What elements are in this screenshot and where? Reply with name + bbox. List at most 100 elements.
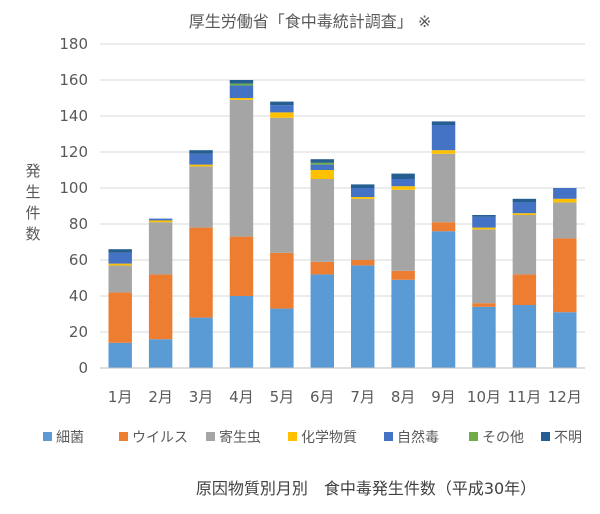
bar-0-4 bbox=[270, 308, 294, 368]
bar-2-5 bbox=[310, 179, 335, 262]
legend-label: 化学物質 bbox=[301, 430, 357, 446]
legend-swatch bbox=[384, 432, 393, 441]
bar-3-4 bbox=[270, 112, 294, 118]
legend-swatch bbox=[206, 432, 215, 441]
bar-3-5 bbox=[310, 170, 335, 179]
x-tick-label: 9月 bbox=[431, 388, 456, 406]
y-axis-label: 発生件数 bbox=[25, 162, 40, 243]
bar-6-4 bbox=[270, 101, 294, 106]
bar-1-11 bbox=[553, 238, 577, 313]
bar-1-4 bbox=[270, 252, 294, 309]
bar-6-7 bbox=[391, 173, 415, 179]
x-axis-ticks: 1月 2月 3月 4月 5月 6月 7月 8月 9月 10月 11月 12月 bbox=[108, 388, 582, 406]
y-tick-label: 180 bbox=[59, 35, 88, 53]
legend: 細菌 ウイルス 寄生虫 化学物質 自然毒 その他 不明 bbox=[43, 429, 582, 446]
bar-2-9 bbox=[472, 229, 496, 304]
bar-2-8 bbox=[431, 153, 456, 223]
y-tick-label: 80 bbox=[69, 215, 88, 233]
bar-1-10 bbox=[512, 274, 537, 305]
bar-1-1 bbox=[148, 274, 173, 340]
y-tick-label: 40 bbox=[69, 287, 88, 305]
bar-0-9 bbox=[472, 306, 496, 368]
bar-2-2 bbox=[189, 166, 213, 228]
legend-swatch bbox=[288, 432, 297, 441]
x-tick-label: 7月 bbox=[350, 388, 375, 406]
bar-0-10 bbox=[512, 305, 537, 368]
chart-caption: 原因物質別月別 食中毒発生件数（平成30年） bbox=[196, 479, 536, 498]
bar-1-9 bbox=[472, 303, 496, 307]
bar-3-8 bbox=[431, 150, 456, 154]
bar-5-3 bbox=[229, 83, 254, 86]
bar-2-0 bbox=[108, 265, 132, 293]
bar-0-2 bbox=[189, 317, 213, 368]
bar-3-11 bbox=[553, 198, 577, 203]
bars bbox=[108, 80, 577, 368]
x-tick-label: 11月 bbox=[507, 388, 541, 406]
y-axis-ticks: 0 20 40 60 80 100 120 140 160 180 bbox=[59, 35, 88, 377]
bar-4-6 bbox=[350, 188, 375, 197]
bar-4-0 bbox=[108, 252, 132, 264]
bar-0-11 bbox=[553, 312, 577, 368]
y-tick-label: 0 bbox=[78, 359, 88, 377]
bar-4-10 bbox=[512, 202, 537, 214]
x-tick-label: 1月 bbox=[108, 388, 133, 406]
bar-6-8 bbox=[431, 121, 456, 125]
bar-0-8 bbox=[431, 231, 456, 368]
bar-3-0 bbox=[108, 263, 132, 266]
x-tick-label: 6月 bbox=[310, 388, 335, 406]
legend-swatch bbox=[541, 432, 550, 441]
bar-1-8 bbox=[431, 222, 456, 232]
bar-4-3 bbox=[229, 85, 254, 98]
bar-6-6 bbox=[350, 184, 375, 188]
bar-2-10 bbox=[512, 215, 537, 275]
legend-label: 自然毒 bbox=[397, 429, 439, 446]
bar-3-7 bbox=[391, 186, 415, 190]
bar-4-5 bbox=[310, 164, 335, 170]
y-tick-label: 60 bbox=[69, 251, 88, 269]
y-tick-label: 20 bbox=[69, 323, 88, 341]
legend-label: ウイルス bbox=[132, 430, 188, 446]
bar-3-6 bbox=[350, 197, 375, 199]
bar-6-5 bbox=[310, 159, 335, 163]
bar-0-0 bbox=[108, 342, 132, 368]
bar-4-11 bbox=[553, 188, 577, 199]
bar-4-1 bbox=[148, 218, 173, 221]
y-axis-label-char: 発 bbox=[25, 162, 40, 180]
bar-2-1 bbox=[148, 222, 173, 275]
bar-3-1 bbox=[148, 220, 173, 223]
bar-1-0 bbox=[108, 292, 132, 343]
x-tick-label: 8月 bbox=[391, 388, 416, 406]
x-tick-label: 12月 bbox=[548, 388, 582, 406]
bar-3-9 bbox=[472, 227, 496, 230]
bar-0-5 bbox=[310, 274, 335, 368]
bar-0-3 bbox=[229, 296, 254, 368]
x-tick-label: 3月 bbox=[189, 388, 214, 406]
bar-3-2 bbox=[189, 164, 213, 167]
bar-6-0 bbox=[108, 249, 132, 253]
bar-4-9 bbox=[472, 216, 496, 228]
y-axis-label-char: 生 bbox=[25, 183, 40, 201]
x-tick-label: 4月 bbox=[229, 388, 254, 406]
legend-label: その他 bbox=[482, 430, 524, 446]
legend-swatch bbox=[469, 432, 478, 441]
bar-4-4 bbox=[270, 105, 294, 113]
bar-3-10 bbox=[512, 213, 537, 215]
bar-2-6 bbox=[350, 198, 375, 260]
bar-6-9 bbox=[472, 215, 496, 217]
x-tick-label: 2月 bbox=[148, 388, 173, 406]
bar-1-3 bbox=[229, 236, 254, 296]
bar-1-2 bbox=[189, 227, 213, 318]
bar-4-8 bbox=[431, 125, 456, 151]
bar-1-5 bbox=[310, 261, 335, 275]
bar-4-7 bbox=[391, 179, 415, 187]
bar-1-6 bbox=[350, 260, 375, 266]
bar-6-3 bbox=[229, 80, 254, 84]
y-tick-label: 140 bbox=[59, 107, 88, 125]
y-tick-label: 100 bbox=[59, 179, 88, 197]
bar-6-2 bbox=[189, 150, 213, 154]
bar-4-2 bbox=[189, 153, 213, 165]
bar-2-3 bbox=[229, 99, 254, 237]
bar-6-10 bbox=[512, 198, 537, 203]
bar-1-7 bbox=[391, 270, 415, 280]
bar-0-7 bbox=[391, 279, 415, 368]
